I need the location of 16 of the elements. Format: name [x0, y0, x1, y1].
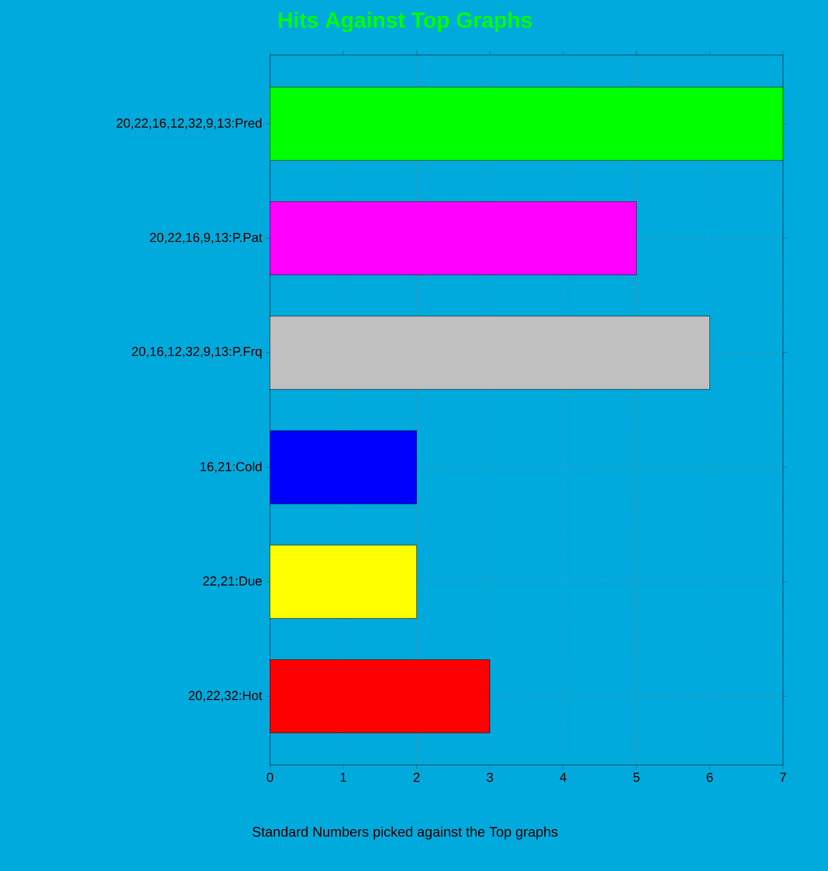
y-tick-label: 20,22,16,9,13:P.Pat: [150, 232, 262, 244]
x-tick-label: 0: [266, 772, 274, 782]
x-tick-label: 2: [414, 772, 420, 782]
y-tick-label: 20,16,12,32,9,13:P.Frq: [132, 346, 262, 359]
y-tick-label: 20,22,16,12,32,9,13:Pred: [116, 118, 262, 130]
x-axis-title: Standard Numbers picked against the Top graphs: [252, 826, 558, 840]
x-tick-label: 5: [633, 772, 640, 782]
x-tick-label: 1: [340, 772, 346, 782]
x-tick-label: 6: [706, 772, 713, 782]
y-tick-label: 22,21:Due: [203, 576, 262, 588]
x-tick-label: 7: [780, 772, 786, 782]
x-tick-label: 3: [486, 772, 493, 782]
chart-title: Hits Against Top Graphs: [278, 12, 532, 32]
x-tick-label: 4: [560, 772, 566, 782]
y-tick-label: 16,21:Cold: [200, 462, 262, 473]
y-tick-label: 20,22,32:Hot: [188, 690, 262, 702]
